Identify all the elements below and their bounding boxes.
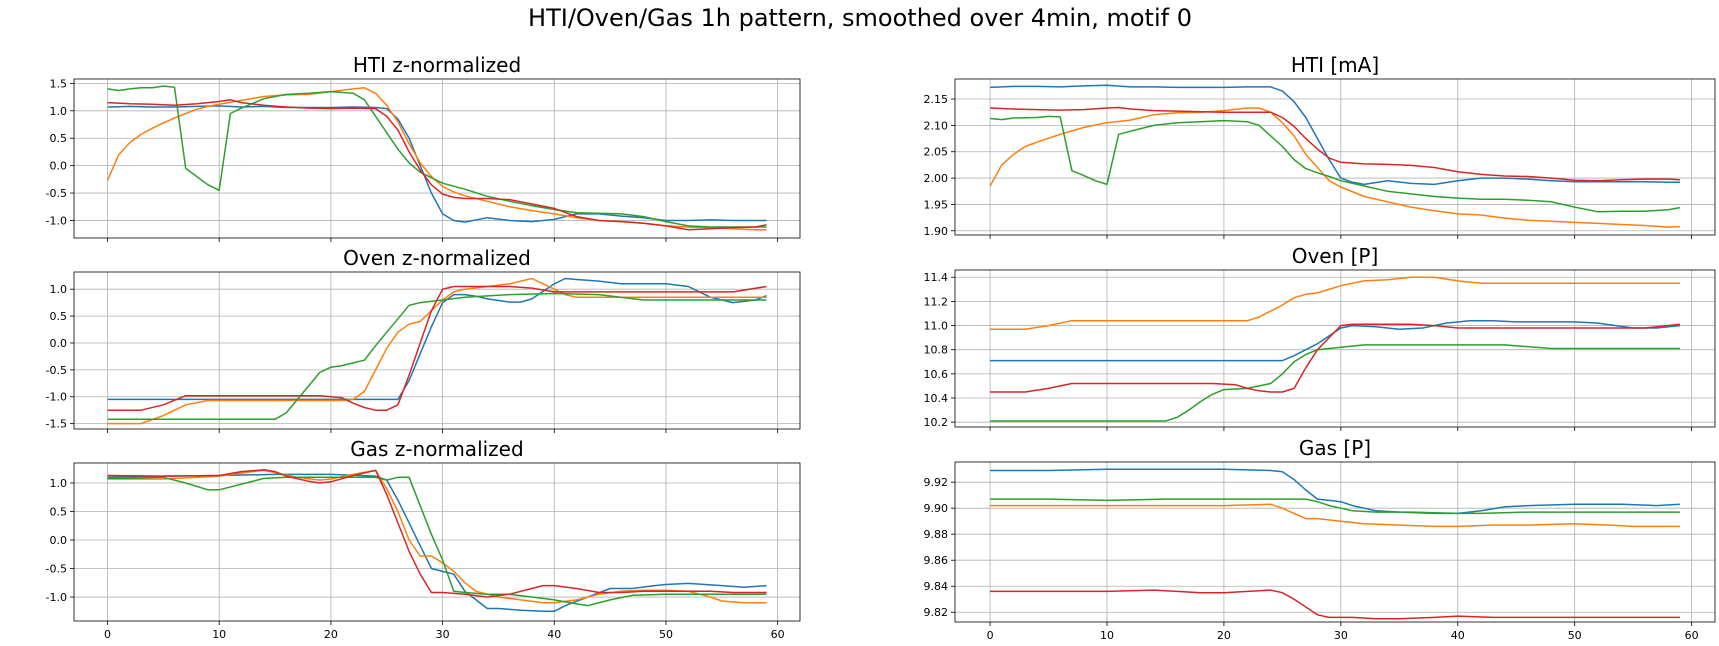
- oven-z-axes-frame: [73, 271, 801, 430]
- gas-z-xtick-label: 40: [547, 628, 561, 641]
- gas-p-xtick-label: 50: [1568, 629, 1582, 642]
- hti-ma-axes-frame: [954, 78, 1716, 236]
- gas-z-xtick-label: 10: [212, 628, 226, 641]
- gas-p-series-4: [990, 589, 1680, 620]
- gas-p-series-1: [990, 468, 1680, 515]
- hti-z-series-3: [107, 85, 767, 228]
- gas-z-axes-frame: [73, 462, 801, 622]
- oven-z-series-2: [107, 277, 767, 425]
- hti-z-ytick-label: 0.0: [50, 160, 68, 173]
- gas-z-series-1: [107, 473, 767, 613]
- hti-ma-series-1: [990, 84, 1680, 186]
- hti-ma-panel: HTI [mA] 1.90 1.95 2.00 2.05 2.10 2.15: [924, 53, 1716, 239]
- hti-z-series-4: [107, 99, 767, 231]
- gas-p-panel: Gas [P] 9.82 9.84 9.86 9.88 9.90 9.92 0 10 20 30 40…: [924, 436, 1716, 642]
- oven-p-ytick-label: 11.2: [924, 295, 949, 308]
- gas-z-ytick-label: 0.5: [50, 505, 68, 518]
- gas-z-ytick-label: -0.5: [46, 563, 67, 576]
- subplot-grid: HTI z-normalized-1.0-0.50.00.51.01.5HTI …: [46, 53, 1716, 642]
- gas-p-ytick-label: 9.84: [924, 580, 949, 593]
- hti-z-ytick-label: -1.0: [46, 214, 67, 227]
- gas-z-xtick-label: 30: [436, 628, 450, 641]
- oven-p-series-2: [990, 276, 1680, 330]
- gas-p-ytick-label: 9.86: [924, 554, 949, 567]
- gas-z-ytick-label: 1.0: [50, 477, 68, 490]
- hti-ma-ytick-label: 2.15: [924, 93, 949, 106]
- oven-p-ytick-label: 11.4: [924, 271, 949, 284]
- gas-p-series-3: [990, 498, 1680, 515]
- hti-ma-ytick-label: 2.10: [924, 119, 949, 132]
- figure-title: HTI/Oven/Gas 1h pattern, smoothed over 4…: [528, 4, 1192, 32]
- gas-p-ytick-label: 9.90: [924, 502, 949, 515]
- oven-z-ytick-label: -1.0: [46, 391, 67, 404]
- gas-z-series-4: [107, 469, 767, 598]
- hti-z-series-2: [106, 87, 767, 231]
- gas-p-xtick-label: 20: [1217, 629, 1231, 642]
- hti-ma-ytick-label: 2.05: [924, 146, 949, 159]
- oven-p-title: Oven [P]: [1292, 244, 1379, 268]
- gas-z-title: Gas z-normalized: [350, 437, 523, 461]
- oven-z-series-1: [107, 277, 767, 401]
- hti-ma-ytick-label: 1.90: [924, 225, 949, 238]
- gas-z-series-2: [107, 469, 767, 604]
- hti-ma-series-4: [990, 106, 1680, 182]
- oven-z-ytick-label: 0.5: [50, 310, 68, 323]
- hti-ma-ytick-label: 2.00: [924, 172, 949, 185]
- hti-z-ytick-label: 1.5: [50, 77, 68, 90]
- gas-z-xtick-label: 60: [771, 628, 785, 641]
- hti-z-ytick-label: -0.5: [46, 187, 67, 200]
- hti-ma-title: HTI [mA]: [1291, 53, 1379, 77]
- oven-z-series-4: [107, 285, 767, 411]
- hti-z-ytick-label: 0.5: [50, 132, 68, 145]
- oven-p-ytick-label: 11.0: [924, 320, 949, 333]
- hti-z-title: HTI z-normalized: [353, 53, 521, 77]
- gas-p-axes-frame: [954, 461, 1716, 623]
- gas-z-series-3: [107, 476, 767, 607]
- gas-p-xtick-label: 10: [1100, 629, 1114, 642]
- gas-p-xtick-label: 40: [1451, 629, 1465, 642]
- gas-p-ytick-label: 9.88: [924, 528, 949, 541]
- gas-p-ytick-label: 9.82: [924, 606, 949, 619]
- hti-ma-ytick-label: 1.95: [924, 198, 949, 211]
- gas-z-xtick-label: 20: [324, 628, 338, 641]
- hti-z-series-1: [107, 105, 767, 223]
- gas-p-xtick-label: 60: [1685, 629, 1699, 642]
- oven-z-panel: Oven z-normalized -1.5 -1.0 -0.5 0.0 0.5 1.0: [46, 246, 801, 433]
- oven-p-ytick-label: 10.4: [924, 392, 949, 405]
- gas-z-panel: Gas z-normalized -1.0 -0.5 0.0 0.5 1.0 0 10 20 30…: [46, 437, 801, 641]
- oven-p-ytick-label: 10.6: [924, 368, 949, 381]
- oven-p-ytick-label: 10.8: [924, 344, 949, 357]
- hti-z-axes-frame: [73, 78, 801, 239]
- gas-z-xtick-label: 50: [659, 628, 673, 641]
- oven-p-series-1: [990, 319, 1680, 362]
- oven-p-series-4: [990, 323, 1680, 393]
- oven-z-series-3: [107, 292, 767, 421]
- gas-z-ytick-label: -1.0: [46, 591, 67, 604]
- oven-z-title: Oven z-normalized: [343, 246, 531, 270]
- oven-p-series-3: [990, 344, 1680, 422]
- oven-z-ytick-label: -0.5: [46, 364, 67, 377]
- gas-p-xtick-label: 30: [1334, 629, 1348, 642]
- gas-p-xtick-label: 0: [987, 629, 994, 642]
- oven-z-ytick-label: 0.0: [50, 337, 68, 350]
- hti-z-panel: HTI z-normalized -1.0 -0.5 0.0 0.5 1.0 1.5: [46, 53, 801, 242]
- hti-ma-series-2: [989, 107, 1680, 228]
- hti-ma-series-3: [990, 115, 1681, 213]
- gas-p-series-2: [990, 503, 1680, 528]
- gas-p-title: Gas [P]: [1299, 436, 1371, 460]
- gas-p-ytick-label: 9.92: [924, 476, 949, 489]
- oven-z-ytick-label: 1.0: [50, 283, 68, 296]
- oven-p-panel: Oven [P] 10.2 10.4 10.6 10.8 11.0 11.2 11.4: [924, 244, 1716, 431]
- gas-z-ytick-label: 0.0: [50, 534, 68, 547]
- hti-z-ytick-label: 1.0: [50, 105, 68, 118]
- oven-z-ytick-label: -1.5: [46, 418, 67, 431]
- oven-p-axes-frame: [954, 269, 1716, 428]
- oven-p-ytick-label: 10.2: [924, 416, 949, 429]
- gas-z-xtick-label: 0: [104, 628, 111, 641]
